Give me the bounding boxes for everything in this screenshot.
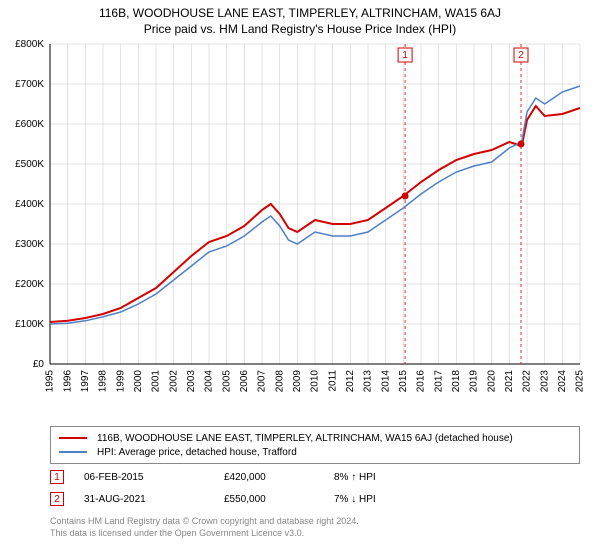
legend-swatch	[59, 437, 87, 439]
x-tick-label: 2022	[522, 370, 533, 393]
sale-price: £420,000	[224, 472, 334, 483]
x-tick-label: 2005	[221, 370, 232, 393]
x-tick-label: 2020	[486, 370, 497, 393]
chart-container: 116B, WOODHOUSE LANE EAST, TIMPERLEY, AL…	[0, 0, 600, 560]
sale-marker-num: 2	[518, 50, 524, 61]
y-tick-label: £500K	[15, 159, 44, 170]
x-tick-label: 1999	[115, 370, 126, 393]
y-tick-label: £800K	[15, 39, 44, 50]
sale-delta: 7% ↓ HPI	[334, 494, 376, 505]
sale-marker-num: 1	[402, 50, 408, 61]
footer-line-2: This data is licensed under the Open Gov…	[50, 528, 359, 540]
x-tick-label: 2001	[151, 370, 162, 393]
legend-swatch	[59, 451, 87, 453]
y-tick-label: £400K	[15, 199, 44, 210]
x-tick-label: 2018	[451, 370, 462, 393]
x-tick-label: 2016	[416, 370, 427, 393]
sales-table: 1 06-FEB-2015£420,0008% ↑ HPI 2 31-AUG-2021…	[50, 466, 580, 510]
footer-attribution: Contains HM Land Registry data © Crown c…	[50, 516, 359, 539]
x-tick-label: 2017	[433, 370, 444, 393]
footer-line-1: Contains HM Land Registry data © Crown c…	[50, 516, 359, 528]
y-tick-label: £200K	[15, 279, 44, 290]
sale-row: 1 06-FEB-2015£420,0008% ↑ HPI	[50, 466, 580, 488]
x-tick-label: 2025	[575, 370, 586, 393]
x-tick-label: 1996	[62, 370, 73, 393]
sale-delta: 8% ↑ HPI	[334, 472, 376, 483]
chart-title: 116B, WOODHOUSE LANE EAST, TIMPERLEY, AL…	[0, 0, 600, 22]
sale-marker-icon: 2	[50, 492, 64, 506]
legend-item: 116B, WOODHOUSE LANE EAST, TIMPERLEY, AL…	[59, 431, 571, 445]
x-tick-label: 2021	[504, 370, 515, 393]
y-tick-label: £300K	[15, 239, 44, 250]
x-tick-label: 2003	[186, 370, 197, 393]
x-tick-label: 2007	[257, 370, 268, 393]
sale-point	[402, 193, 409, 200]
x-tick-label: 2015	[398, 370, 409, 393]
x-tick-label: 2000	[133, 370, 144, 393]
x-tick-label: 2019	[469, 370, 480, 393]
sale-date: 31-AUG-2021	[84, 494, 224, 505]
x-tick-label: 2023	[539, 370, 550, 393]
chart-subtitle: Price paid vs. HM Land Registry's House …	[0, 22, 600, 38]
x-tick-label: 2024	[557, 370, 568, 393]
x-tick-label: 2011	[327, 370, 338, 392]
sale-marker-icon: 1	[50, 470, 64, 484]
legend-item: HPI: Average price, detached house, Traf…	[59, 445, 571, 459]
y-tick-label: £600K	[15, 119, 44, 130]
y-tick-label: £0	[33, 359, 45, 370]
price-chart: £0£100K£200K£300K£400K£500K£600K£700K£80…	[50, 44, 580, 404]
x-tick-label: 1997	[80, 370, 91, 393]
y-tick-label: £100K	[15, 319, 44, 330]
legend-label: 116B, WOODHOUSE LANE EAST, TIMPERLEY, AL…	[97, 433, 513, 444]
x-tick-label: 2008	[274, 370, 285, 393]
legend-label: HPI: Average price, detached house, Traf…	[97, 447, 297, 458]
x-tick-label: 2014	[380, 370, 391, 393]
x-tick-label: 2010	[310, 370, 321, 393]
y-tick-label: £700K	[15, 79, 44, 90]
sale-point	[517, 141, 524, 148]
x-tick-label: 2004	[204, 370, 215, 393]
x-tick-label: 2002	[168, 370, 179, 393]
sale-price: £550,000	[224, 494, 334, 505]
x-tick-label: 1995	[45, 370, 56, 393]
legend: 116B, WOODHOUSE LANE EAST, TIMPERLEY, AL…	[50, 426, 580, 464]
x-tick-label: 2009	[292, 370, 303, 393]
x-tick-label: 2006	[239, 370, 250, 393]
x-tick-label: 2013	[363, 370, 374, 393]
x-tick-label: 1998	[98, 370, 109, 393]
sale-date: 06-FEB-2015	[84, 472, 224, 483]
x-tick-label: 2012	[345, 370, 356, 393]
sale-row: 2 31-AUG-2021£550,0007% ↓ HPI	[50, 488, 580, 510]
